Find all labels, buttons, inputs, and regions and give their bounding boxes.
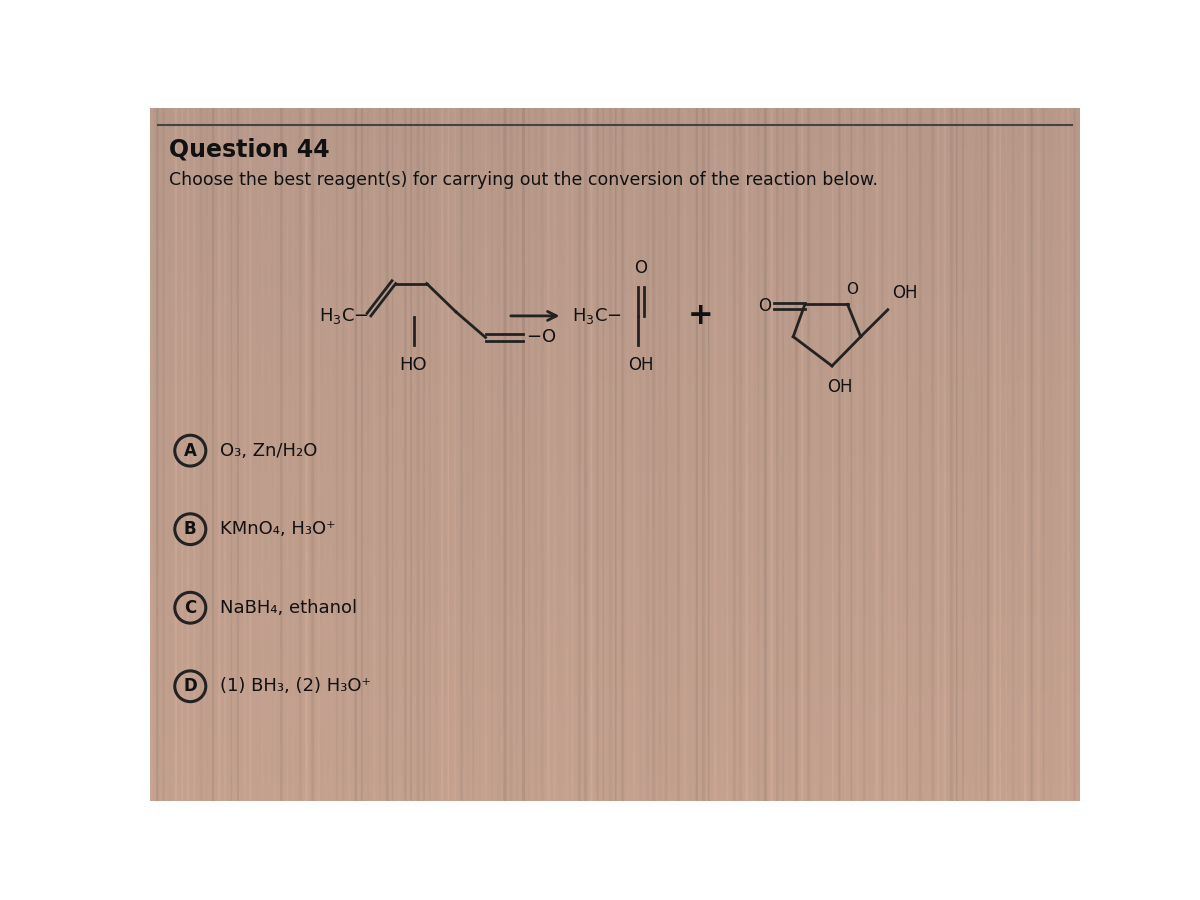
Text: Choose the best reagent(s) for carrying out the conversion of the reaction below: Choose the best reagent(s) for carrying …	[169, 171, 878, 189]
Text: OH: OH	[827, 378, 852, 396]
Text: B: B	[184, 520, 197, 538]
Text: +: +	[688, 302, 713, 330]
Text: O: O	[757, 297, 770, 315]
Text: D: D	[184, 678, 197, 696]
Text: Question 44: Question 44	[169, 138, 330, 161]
Text: O: O	[846, 282, 858, 297]
Text: NaBH₄, ethanol: NaBH₄, ethanol	[220, 598, 356, 616]
Text: C: C	[184, 598, 197, 616]
Text: OH: OH	[628, 356, 653, 373]
Text: H$_3$C$-$: H$_3$C$-$	[572, 306, 623, 326]
Text: A: A	[184, 442, 197, 460]
Text: HO: HO	[400, 356, 427, 373]
Text: OH: OH	[892, 284, 917, 302]
Text: KMnO₄, H₃O⁺: KMnO₄, H₃O⁺	[220, 520, 335, 538]
Text: O: O	[634, 259, 647, 277]
Text: $-$O: $-$O	[526, 328, 556, 346]
Text: (1) BH₃, (2) H₃O⁺: (1) BH₃, (2) H₃O⁺	[220, 678, 371, 696]
Text: H$_3$C$-$: H$_3$C$-$	[319, 306, 368, 326]
Text: O₃, Zn/H₂O: O₃, Zn/H₂O	[220, 442, 317, 460]
